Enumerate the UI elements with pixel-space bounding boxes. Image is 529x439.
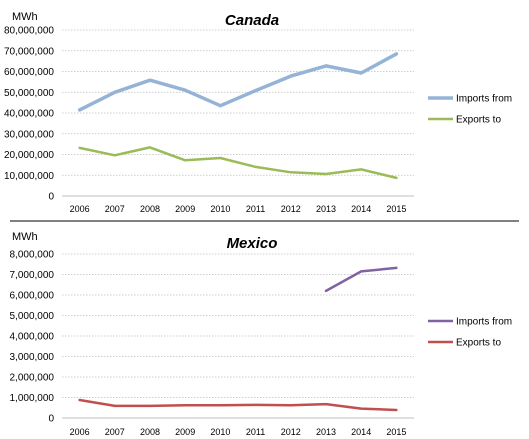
x-tick-label: 2007 xyxy=(105,204,125,214)
canada-chart: Canada MWh 0 10,000,000 20,000,000 30,000,000… xyxy=(4,11,512,214)
series-line-imports-from xyxy=(77,52,399,112)
x-tick-label: 2014 xyxy=(351,427,371,437)
y-tick-label: 2,000,000 xyxy=(10,373,55,384)
series-line-exports-to xyxy=(78,398,398,412)
x-tick-label: 2006 xyxy=(70,427,90,437)
x-tick-label: 2008 xyxy=(140,204,160,214)
x-tick-label: 2013 xyxy=(316,204,336,214)
y-unit-label: MWh xyxy=(12,231,38,243)
x-tick-label: 2013 xyxy=(316,427,336,437)
y-tick-label: 0 xyxy=(48,414,54,425)
x-tick-label: 2015 xyxy=(386,204,406,214)
x-tick-label: 2010 xyxy=(210,427,230,437)
x-tick-label: 2014 xyxy=(351,204,371,214)
x-tick-label: 2009 xyxy=(175,204,195,214)
legend-label-imports-from: Imports from xyxy=(456,317,512,328)
y-tick-label: 5,000,000 xyxy=(10,311,55,322)
x-tick-label: 2010 xyxy=(210,204,230,214)
series-line-imports-from xyxy=(324,266,398,293)
series-line-exports-to xyxy=(78,146,398,180)
mexico-chart: Mexico MWh 0 1,000,000 2,000,000 3,000,000 4,0… xyxy=(10,231,513,437)
chart-title: Mexico xyxy=(227,235,278,252)
y-tick-label: 3,000,000 xyxy=(10,352,55,363)
legend-label-exports-to: Exports to xyxy=(456,338,501,349)
y-tick-label: 50,000,000 xyxy=(4,88,54,99)
legend-label-exports-to: Exports to xyxy=(456,115,501,126)
y-tick-label: 8,000,000 xyxy=(10,250,55,261)
y-tick-label: 6,000,000 xyxy=(10,291,55,302)
x-tick-label: 2008 xyxy=(140,427,160,437)
x-tick-label: 2006 xyxy=(70,204,90,214)
y-unit-label: MWh xyxy=(12,11,38,23)
x-tick-label: 2012 xyxy=(281,427,301,437)
y-tick-label: 80,000,000 xyxy=(4,26,54,37)
y-tick-label: 70,000,000 xyxy=(4,46,54,57)
y-tick-label: 30,000,000 xyxy=(4,129,54,140)
y-tick-label: 60,000,000 xyxy=(4,67,54,78)
x-tick-label: 2011 xyxy=(246,427,265,437)
y-tick-label: 7,000,000 xyxy=(10,270,55,281)
legend-label-imports-from: Imports from xyxy=(456,94,512,105)
y-tick-label: 0 xyxy=(48,192,54,203)
x-tick-label: 2015 xyxy=(386,427,406,437)
y-tick-label: 10,000,000 xyxy=(4,171,54,182)
y-tick-label: 4,000,000 xyxy=(10,332,55,343)
x-tick-label: 2007 xyxy=(105,427,125,437)
x-tick-label: 2009 xyxy=(175,427,195,437)
y-tick-label: 1,000,000 xyxy=(10,393,55,404)
x-tick-label: 2011 xyxy=(246,204,265,214)
y-tick-label: 20,000,000 xyxy=(4,150,54,161)
y-tick-label: 40,000,000 xyxy=(4,109,54,120)
chart-title: Canada xyxy=(225,12,279,29)
x-tick-label: 2012 xyxy=(281,204,301,214)
